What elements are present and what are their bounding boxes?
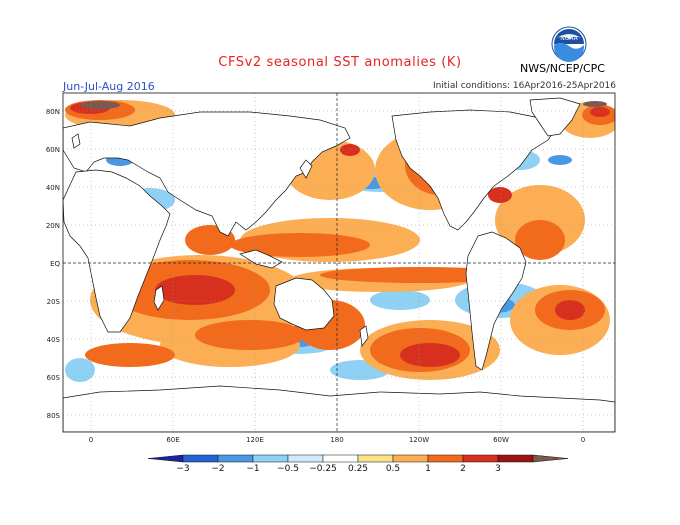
lat-label: 80S <box>47 412 61 420</box>
initial-conditions-label: Initial conditions: 16Apr2016-25Apr2016 <box>432 81 616 91</box>
colorbar-label: −2 <box>211 464 225 474</box>
colorbar-segment <box>532 454 569 463</box>
colorbar-label: 3 <box>495 464 501 474</box>
longitude-labels: 0 60E 120E 180 120W 60W 0 <box>89 436 585 444</box>
new-zealand-islands <box>359 325 369 347</box>
reference-lines <box>63 93 615 432</box>
lat-label: 40N <box>46 184 60 192</box>
antarctica-landmass <box>63 385 615 432</box>
lat-label: EQ <box>50 260 60 268</box>
lon-label: 180 <box>330 436 343 444</box>
colorbar <box>147 454 569 463</box>
lon-label: 60W <box>493 436 509 444</box>
colorbar-segment <box>252 454 289 463</box>
colorbar-segment <box>147 454 184 463</box>
season-label: Jun-Jul-Aug 2016 <box>63 80 155 93</box>
lon-label: 60E <box>166 436 179 444</box>
eurasia-landmass <box>63 111 351 237</box>
lat-label: 80N <box>46 108 60 116</box>
anomaly-field <box>63 97 615 432</box>
colorbar-label: −0.25 <box>309 464 337 474</box>
lon-label: 120W <box>409 436 429 444</box>
japan-islands <box>299 159 313 179</box>
lon-label: 0 <box>89 436 93 444</box>
lat-label: 60S <box>47 374 61 382</box>
lon-label: 120E <box>246 436 264 444</box>
noaa-logo: NOAA <box>551 26 587 62</box>
noaa-logo-text: NOAA <box>560 35 578 42</box>
australia-landmass <box>273 277 335 331</box>
colorbar-label: 1 <box>425 464 431 474</box>
lat-label: 20N <box>46 222 60 230</box>
lat-lon-grid <box>63 93 615 432</box>
africa-landmass <box>63 169 171 333</box>
madagascar-island <box>153 285 165 311</box>
colorbar-segment <box>322 454 359 463</box>
colorbar-segment <box>357 454 394 463</box>
lon-label: 0 <box>581 436 585 444</box>
colorbar-segment <box>497 454 534 463</box>
lat-label: 60N <box>46 146 60 154</box>
lat-label: 40S <box>47 336 61 344</box>
colorbar-segment <box>462 454 499 463</box>
colorbar-segment <box>182 454 219 463</box>
colorbar-segment <box>217 454 254 463</box>
colorbar-segment <box>287 454 324 463</box>
latitude-labels: 80N 60N 40N 20N EQ 20S 40S 60S 80S <box>46 108 61 420</box>
indonesia-islands <box>239 249 283 269</box>
map-frame <box>62 92 616 433</box>
hot-anomaly-patches <box>70 102 610 367</box>
lat-label: 20S <box>47 298 61 306</box>
colorbar-label: 0.5 <box>385 464 401 474</box>
colorbar-label: −3 <box>176 464 190 474</box>
extreme-anomaly-patches <box>80 101 607 109</box>
uk-islands <box>71 133 81 149</box>
colorbar-label: −1 <box>246 464 260 474</box>
colorbar-label: 0.25 <box>347 464 369 474</box>
continents <box>63 97 615 432</box>
colorbar-segment <box>427 454 464 463</box>
map-title: CFSv2 seasonal SST anomalies (K) <box>218 55 462 70</box>
colorbar-label: 2 <box>460 464 466 474</box>
colorbar-segment <box>392 454 429 463</box>
greenland-landmass <box>529 97 581 137</box>
agency-label: NWS/NCEP/CPC <box>520 62 605 75</box>
colorbar-label: −0.5 <box>277 464 299 474</box>
